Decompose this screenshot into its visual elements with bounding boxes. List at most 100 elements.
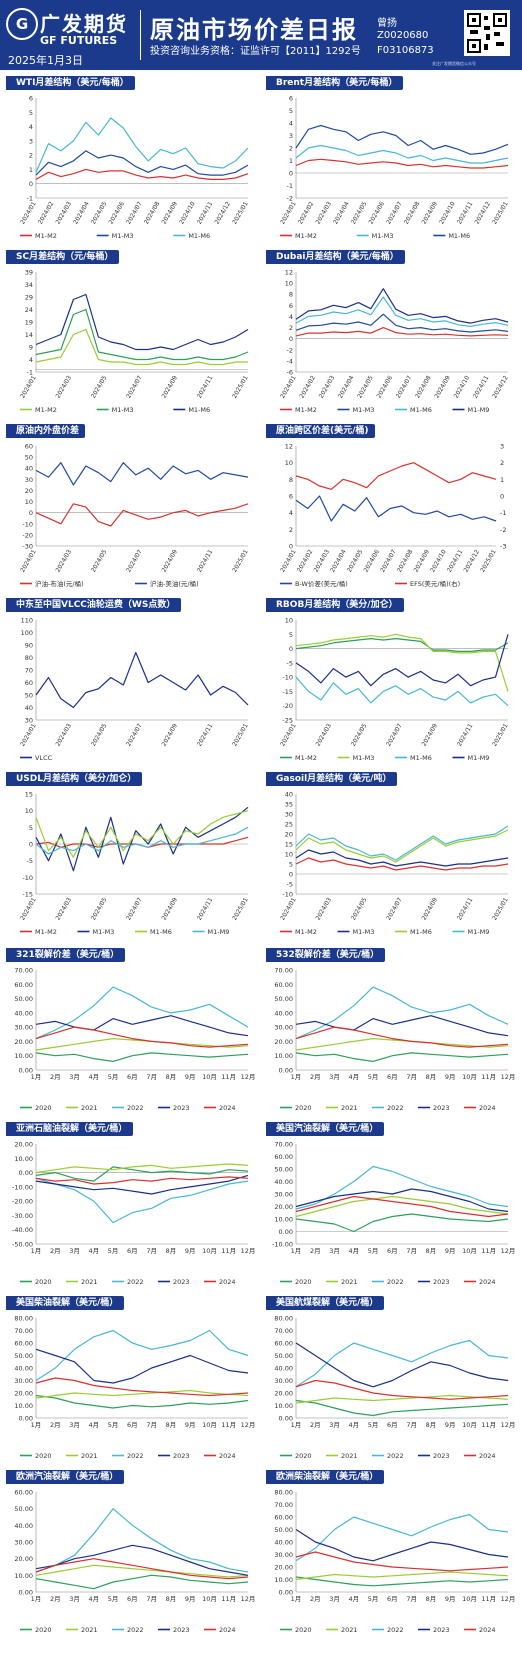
series-line <box>35 1329 249 1382</box>
chart-svg: 30 40 50 60 70 80 90 100 110 2024/01 2024/03 2024/0… <box>19 617 250 763</box>
series-line <box>295 1399 509 1417</box>
series-line <box>35 1348 249 1384</box>
header-divider <box>140 10 141 60</box>
y-tick-label: 5 <box>29 109 33 117</box>
y-tick-label: 0.00 <box>279 1067 293 1075</box>
x-tick-label: 2024/10 <box>178 200 197 225</box>
chart-title: Dubai月差结构（美元/每桶） <box>266 250 405 264</box>
x-tick-label: 2024/01 <box>279 200 298 225</box>
series-line <box>295 849 509 867</box>
legend-label: M1-M2 <box>35 232 57 240</box>
chart-panel: 美国航煤裂解（美元/桶） 0.00 10.00 20.00 30.00 40.00 50.0… <box>266 1296 516 1464</box>
qr-code-icon[interactable] <box>464 10 510 56</box>
series-line <box>295 326 509 337</box>
x-tick-label: 2024/07 <box>385 722 404 747</box>
x-tick-label: 2024/06 <box>376 374 395 399</box>
x-tick-label: 2024/05 <box>90 896 109 921</box>
x-tick-label: 11月 <box>481 1595 496 1603</box>
y-tick-label: 10.00 <box>14 1052 33 1060</box>
x-tick-label: 9月 <box>185 1421 196 1429</box>
y-tick-label: 10 <box>25 807 33 815</box>
y-tick-label: 6 <box>289 95 293 103</box>
x-tick-label: 2024/02 <box>297 200 316 225</box>
legend-label: M1-M6 <box>188 406 210 414</box>
y-tick-label: 4 <box>289 313 293 321</box>
y-tick-label: 50 <box>25 692 33 700</box>
x-tick-label: 2024/01 <box>19 374 38 399</box>
y-tick-label: 110 <box>21 617 33 625</box>
chart-panel: Dubai月差结构（美元/每桶） -6 -4 -2 0 2 4 6 8 10 12 2024/01 20… <box>266 250 516 418</box>
x-tick-label: 2024/11 <box>196 200 215 225</box>
x-tick-label: 7月 <box>146 1421 157 1429</box>
y-tick-label: 10.00 <box>274 1576 293 1584</box>
x-tick-label: 2024/09 <box>161 374 180 399</box>
x-tick-label: 2024/11 <box>456 896 475 921</box>
gf-logo-icon: G <box>6 8 38 40</box>
chart-svg: -10.00 0.00 10.00 20.00 30.00 40.00 50.00 60.00… <box>272 1141 515 1287</box>
x-tick-label: 3月 <box>329 1073 340 1081</box>
series-line <box>295 144 509 164</box>
x-tick-label: 11月 <box>481 1421 496 1429</box>
series-line <box>35 826 249 855</box>
y-tick-label: 30.00 <box>14 1377 33 1385</box>
x-tick-label: 10月 <box>462 1595 477 1603</box>
x-tick-label: 9月 <box>445 1247 456 1255</box>
x-tick-label: 5月 <box>368 1421 379 1429</box>
legend-label: 2024 <box>479 1104 496 1112</box>
series-line <box>35 1377 249 1397</box>
legend-label: M1-M2 <box>295 928 317 936</box>
series-line <box>35 1564 249 1578</box>
x-tick-label: 10月 <box>202 1595 217 1603</box>
analyst-code-1: Z0020680 <box>377 30 429 41</box>
x-tick-label: 2024/08 <box>414 374 433 399</box>
y-tick-label: 10.00 <box>274 1052 293 1060</box>
x-tick-label: 2024/05 <box>350 896 369 921</box>
y-tick-label: 34 <box>25 281 33 289</box>
y-tick-label: 90 <box>25 642 33 650</box>
y-tick-label: 24 <box>25 306 33 314</box>
x-tick-label: 4月 <box>348 1073 359 1081</box>
legend-label: 2022 <box>387 1278 404 1286</box>
legend-label: M1-M9 <box>468 406 490 414</box>
x-tick-label: 2024/12 <box>474 200 493 225</box>
y-tick-label: -50.00 <box>12 1241 33 1249</box>
legend-label: M1-M6 <box>410 928 432 936</box>
y-tick-label: 50.00 <box>14 1505 33 1513</box>
chart-panel: 欧洲汽油裂解（美元/桶） 0.00 10.00 20.00 30.00 40.00 50.0… <box>6 1470 256 1638</box>
series-line <box>35 1508 249 1573</box>
y-tick-label: 60.00 <box>14 1489 33 1497</box>
chart-title: 中东至中国VLCC油轮运费（WS点数） <box>6 598 182 612</box>
x-tick-label: 6月 <box>387 1595 398 1603</box>
y-tick-label: 30.00 <box>14 1539 33 1547</box>
x-tick-label: 5月 <box>108 1073 119 1081</box>
x-tick-label: 2024/11 <box>472 374 491 399</box>
series-line <box>295 288 509 324</box>
chart-svg: -50.00 -40.00 -30.00 -20.00 -10.00 0.00 10.00 2… <box>12 1141 255 1287</box>
chart-title: 欧洲柴油裂解（美元/桶） <box>266 1470 385 1484</box>
chart-svg: -30 -20 -10 0 10 20 30 40 50 60 2024/01 2024/03 2024… <box>19 443 250 589</box>
x-tick-label: 10月 <box>202 1073 217 1081</box>
y-tick-label: 0.00 <box>19 1169 33 1177</box>
legend-label: 2023 <box>433 1626 450 1634</box>
y-tick-label: 0 <box>289 335 293 343</box>
legend-label: 2021 <box>341 1278 358 1286</box>
x-tick-label: 3月 <box>69 1421 80 1429</box>
y-tick-label: 20.00 <box>274 1390 293 1398</box>
x-tick-label: 7月 <box>146 1073 157 1081</box>
series-line <box>295 825 509 861</box>
series-line <box>295 1342 509 1388</box>
series-line <box>35 1544 249 1576</box>
legend-label: 2023 <box>173 1278 190 1286</box>
series-line <box>35 1574 249 1590</box>
y-tick-label: 0 <box>29 841 33 849</box>
x-tick-label: 3月 <box>69 1595 80 1603</box>
series-line <box>295 1026 509 1048</box>
series-line <box>35 117 249 173</box>
y2-tick-label: -1 <box>500 509 506 517</box>
legend-label: 2020 <box>295 1278 312 1286</box>
series-line <box>35 328 248 366</box>
analyst-code-2: F03106873 <box>377 45 434 56</box>
legend-label: M1-M6 <box>188 232 210 240</box>
chart-title: 美国汽油裂解（美元/桶） <box>266 1122 385 1136</box>
legend-label: 2024 <box>219 1104 236 1112</box>
